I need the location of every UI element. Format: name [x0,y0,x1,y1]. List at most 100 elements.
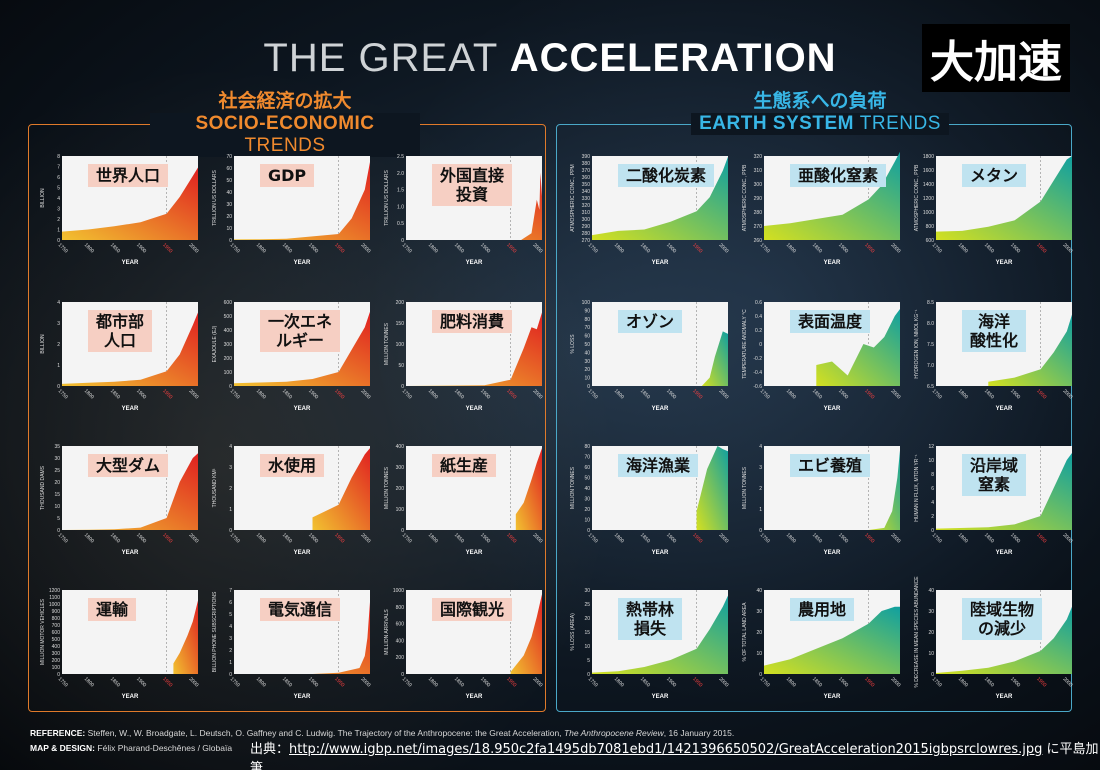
y-tick-label: 10 [928,458,934,464]
chart-svg: 600 800 1000 1200 1400 1600 1800 1750 1800 1850 19… [914,154,1074,266]
chart-panel-earth-3: 600 800 1000 1200 1400 1600 1800 1750 1800 1850 19… [914,154,1098,274]
y-axis-label: % DECREASE IN MEAN SPECIES ABUNDANCE [914,576,920,688]
x-tick-label: 1850 [983,532,995,544]
y-tick-label: 6 [931,486,934,492]
chart-panel-socio-1: 0 1 2 3 4 5 6 7 8 1750 1800 1850 1900 1950 2000 YEAR BIL… [40,154,224,274]
chart-panel-earth-12: 0 10 20 30 40 1750 1800 1850 1900 1950 2000 YEAR % D… [914,576,1098,708]
y-tick-label: 1200 [49,588,60,594]
y-tick-label: 4 [759,444,762,450]
y-tick-label: 5 [229,612,232,618]
y-tick-label: 20 [928,630,934,636]
x-axis-label: YEAR [652,694,669,700]
y-tick-label: 0 [401,384,404,390]
x-tick-label: 1950 [863,532,875,544]
series-area [234,162,370,240]
chart-title: 熱帯林 損失 [618,598,683,641]
y-tick-label: 800 [926,224,935,230]
x-tick-label: 1900 [665,532,677,544]
series-area [510,594,542,674]
x-tick-label: 1900 [1009,532,1021,544]
chart-title: 肥料消費 [432,310,513,334]
y-tick-label: 400 [52,644,61,650]
y-tick-label: 20 [54,480,60,486]
chart-panel-earth-4: 0 10 20 30 40 50 60 70 80 90 100 1750 1800 1850 1900 19… [570,300,754,420]
y-tick-label: 10 [756,651,762,657]
x-tick-label: 1850 [639,676,651,688]
y-tick-label: 4 [931,500,934,506]
chart-svg: 0 10 20 30 40 1750 1800 1850 1900 1950 2000 YEAR % O… [742,588,902,700]
chart-panel-earth-1: 270 280 290 300 310 320 330 340 350 360 370 380 390 1… [570,154,754,274]
x-axis-label: YEAR [122,550,139,556]
y-tick-label: 25 [584,602,590,608]
y-axis-label: BILLION PHONE SUBSCRIPTIONS [212,591,218,672]
x-tick-label: 1850 [281,676,293,688]
series-area [764,151,900,240]
y-tick-label: 60 [226,166,232,172]
y-tick-label: 0 [587,672,590,678]
y-tick-label: 5 [57,186,60,192]
series-area [868,450,900,530]
x-tick-label: 1850 [281,532,293,544]
y-tick-label: 0 [587,384,590,390]
x-axis-label: YEAR [824,550,841,556]
x-tick-label: 1850 [109,242,121,254]
x-tick-label: 2000 [1061,676,1073,688]
y-tick-label: 35 [54,444,60,450]
x-tick-label: 1750 [759,532,771,544]
y-tick-label: 320 [754,154,763,160]
y-tick-label: 340 [582,189,591,195]
x-tick-label: 1850 [639,532,651,544]
x-tick-label: 1750 [229,532,241,544]
y-tick-label: 60 [584,465,590,471]
y-tick-label: 30 [584,359,590,365]
y-tick-label: 10 [54,504,60,510]
y-tick-label: 80 [584,317,590,323]
x-tick-label: 1800 [785,676,797,688]
x-tick-label: 2000 [1061,242,1073,254]
y-tick-label: 2 [229,486,232,492]
x-tick-label: 2000 [187,532,199,544]
x-tick-label: 1900 [135,388,147,400]
chart-title: 紙生産 [432,454,497,478]
x-tick-label: 1850 [983,676,995,688]
y-tick-label: 2.5 [397,154,404,160]
y-tick-label: 12 [928,444,934,450]
x-axis-label: YEAR [996,694,1013,700]
y-tick-label: 1100 [49,595,60,601]
y-tick-label: 0.2 [755,328,762,334]
y-tick-label: 50 [398,363,404,369]
x-axis-label: YEAR [996,260,1013,266]
chart-panel-socio-11: 0 1 2 3 4 5 6 7 1750 1800 1850 1900 1950 2000 YEAR BILL… [212,588,396,708]
series-area [406,312,542,386]
x-tick-label: 1800 [83,388,95,400]
y-tick-label: 4 [57,196,60,202]
y-axis-label: ATMOSPHERIC CONC., PPB [742,164,748,231]
x-tick-label: 1750 [57,388,69,400]
socio-en-heading: SOCIO-ECONOMIC TRENDS [150,113,420,157]
x-tick-label: 2000 [889,388,901,400]
y-tick-label: 0 [401,528,404,534]
y-tick-label: 0 [759,672,762,678]
series-area [816,309,900,386]
y-axis-label: THOUSAND KM³ [212,468,218,507]
x-tick-label: 1800 [957,242,969,254]
x-axis-label: YEAR [294,694,311,700]
y-tick-label: -0.2 [753,356,762,362]
series-area [592,156,728,240]
source-link[interactable]: http://www.igbp.net/images/18.950c2fa149… [289,742,1043,757]
chart-title: 亜酸化窒素 [790,164,887,188]
series-area [592,595,728,674]
y-tick-label: 30 [584,497,590,503]
y-tick-label: 30 [756,609,762,615]
x-tick-label: 1800 [427,676,439,688]
y-axis-label: % LOSS [570,334,576,354]
x-tick-label: 2000 [359,242,371,254]
x-tick-label: 1800 [957,532,969,544]
x-tick-label: 1950 [863,388,875,400]
japanese-title: 大加速 [922,24,1070,92]
y-tick-label: 5 [57,516,60,522]
x-tick-label: 1800 [785,532,797,544]
chart-title: 国際観光 [432,598,513,622]
x-tick-label: 1950 [505,676,517,688]
y-tick-label: 20 [756,630,762,636]
